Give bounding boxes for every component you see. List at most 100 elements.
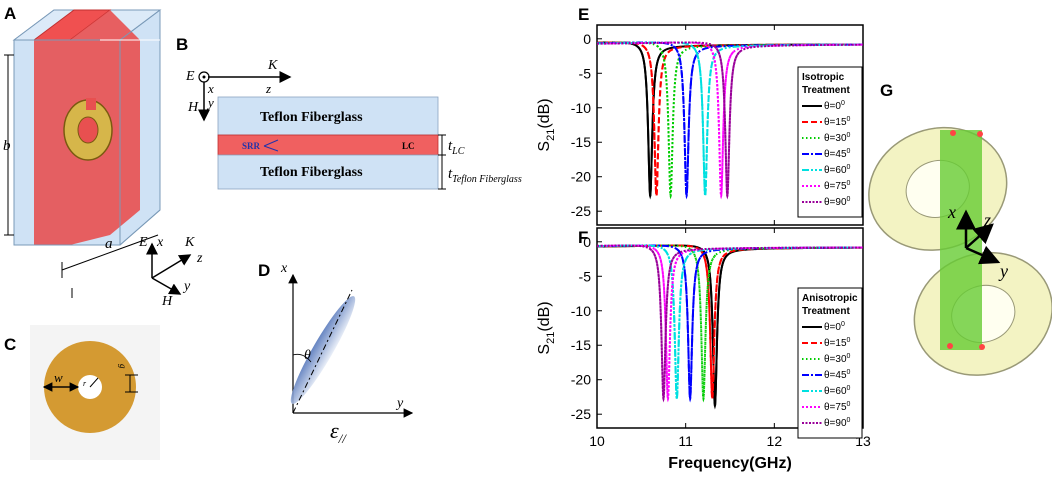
series-group	[597, 244, 863, 410]
legend-entry: θ=900	[824, 196, 851, 208]
teflon-bottom-layer	[217, 154, 439, 190]
series-line	[597, 244, 863, 399]
panel-d: D x y θ ε//	[258, 261, 414, 446]
lc-ellipsoid	[290, 296, 356, 404]
legend-entry: θ=00	[824, 100, 845, 112]
legend-entry: θ=750	[824, 401, 851, 413]
y-axis-label: S21(dB)	[536, 301, 557, 354]
svg-text:y: y	[395, 396, 404, 411]
legend-entry-text: θ=30	[824, 133, 847, 144]
series-line	[597, 41, 863, 196]
legend-entry-sup: 0	[847, 337, 851, 344]
director-axis	[292, 289, 353, 414]
series-line-dip	[707, 45, 736, 200]
legend-entry-sup: 0	[847, 132, 851, 139]
legend-entry: θ=750	[824, 180, 851, 192]
series-line-dip	[691, 45, 720, 200]
svg-text:K: K	[267, 58, 278, 73]
dim-a-label: a	[105, 236, 113, 252]
chart-e: E 0 -5 -10 -15 -20 -25 S21(dB) Isotropic Treatmen…	[536, 5, 864, 226]
axes-a: E x K z H y	[138, 235, 203, 309]
dim-b-label: b	[3, 138, 11, 154]
y-tick-label: 0	[583, 31, 591, 47]
y-tick-label: -10	[571, 100, 591, 116]
svg-text:H: H	[161, 294, 173, 309]
legend-entry-sup: 0	[847, 417, 851, 424]
svg-text:H: H	[187, 100, 199, 115]
panel-g-label: G	[880, 81, 893, 100]
y-tick-label: -25	[571, 203, 591, 219]
panel-b-label: B	[176, 35, 188, 54]
y-tick-label: -20	[571, 169, 591, 185]
lc-layer-front	[34, 40, 70, 245]
ylabel-rest: (dB)	[536, 301, 553, 331]
series-line	[597, 244, 863, 400]
x-axis-label: Frequency(GHz)	[668, 455, 792, 472]
c-w-label: w	[54, 370, 63, 385]
panel-b: B E x K z H y Teflon Fiberglass Teflon F…	[176, 35, 522, 190]
panel-a-label: A	[4, 4, 16, 23]
svg-text:z: z	[196, 251, 203, 266]
t-teflon-label: tTeflon Fiberglass	[448, 166, 522, 185]
legend-entry-text: θ=75	[824, 181, 847, 192]
legend-entry: θ=300	[824, 132, 851, 144]
svg-text:E: E	[138, 235, 148, 250]
svg-text:x: x	[156, 235, 164, 250]
legend-entry-sup: 0	[847, 180, 851, 187]
legend-entry: θ=900	[824, 417, 851, 429]
legend-box	[797, 66, 863, 218]
svg-text:x: x	[947, 202, 956, 222]
panel-f-label: F	[578, 228, 588, 247]
legend-entry: θ=600	[824, 385, 851, 397]
plot-frame	[596, 24, 864, 226]
y-tick-label: -20	[571, 372, 591, 388]
t-lc-label: tLC	[448, 138, 465, 157]
legend-entry-sup: 0	[847, 148, 851, 155]
legend-entry-sup: 0	[847, 164, 851, 171]
y-tick-label: -15	[571, 134, 591, 150]
legend-entry-sup: 0	[847, 401, 851, 408]
y-tick-label: -25	[571, 406, 591, 422]
x-tick-label: 11	[678, 433, 693, 449]
y-tick-label: -15	[571, 337, 591, 353]
legend-entry-sup: 0	[847, 369, 851, 376]
svg-text:y: y	[998, 261, 1008, 281]
series-line-dip	[656, 45, 685, 200]
legend-entry: θ=00	[824, 321, 845, 333]
legend-entry-text: θ=15	[824, 338, 847, 349]
teflon-top-text: Teflon Fiberglass	[260, 110, 363, 125]
legend-entry-text: θ=90	[824, 197, 847, 208]
legend-entry-text: θ=0	[824, 101, 841, 112]
series-line-dip	[654, 248, 682, 403]
series-line-dip	[713, 45, 742, 200]
axes-g: x y z	[947, 202, 1008, 281]
svg-text:y: y	[206, 95, 214, 110]
legend-entry: θ=300	[824, 353, 851, 365]
eps-label: ε//	[330, 418, 347, 446]
c-g-label: g	[118, 364, 128, 369]
ylabel-sub: 21	[545, 129, 557, 141]
panel-c: C w r g	[4, 325, 160, 460]
ylabel-main: S	[536, 344, 553, 355]
legend-entry-sup: 0	[847, 196, 851, 203]
legend-entry: θ=150	[824, 337, 851, 349]
series-line-dip	[662, 248, 691, 403]
legend-entry-sup: 0	[847, 385, 851, 392]
series-line-dip	[649, 248, 678, 403]
legend-entry-text: θ=90	[824, 418, 847, 429]
plot-frame	[596, 227, 864, 429]
legend-entry-text: θ=45	[824, 370, 847, 381]
series-line-dip	[689, 248, 718, 403]
svg-text:y: y	[182, 279, 191, 294]
ylabel-rest: (dB)	[536, 98, 553, 128]
legend-entry-sup: 0	[841, 100, 845, 107]
legend-entry: θ=450	[824, 369, 851, 381]
series-line-dip	[642, 45, 671, 200]
legend-entry: θ=600	[824, 164, 851, 176]
series-line-dip	[701, 248, 729, 410]
panel-g: G x y z	[868, 81, 1052, 376]
svg-text:E: E	[185, 69, 195, 84]
legend-entry-text: θ=15	[824, 117, 847, 128]
